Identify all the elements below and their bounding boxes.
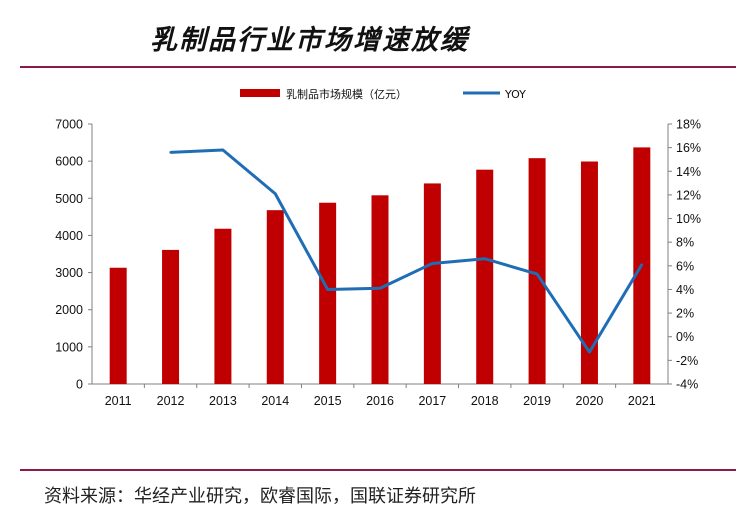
left-tick-label: 6000 (55, 155, 83, 169)
yoy-point (640, 263, 644, 266)
chart-title: 乳制品行业市场增速放缓 (150, 25, 469, 56)
yoy-point (431, 262, 434, 265)
bar (109, 267, 127, 384)
x-tick-label: 2021 (628, 394, 656, 408)
yoy-point (221, 148, 225, 152)
x-tick-label: 2016 (366, 394, 394, 408)
yoy-point (274, 192, 277, 195)
yoy-point (169, 151, 172, 154)
right-tick-label: 14% (676, 165, 701, 179)
x-tick-label: 2013 (209, 394, 237, 408)
left-tick-label: 1000 (55, 340, 83, 354)
right-tick-label: -4% (676, 378, 698, 392)
left-axis-ticks: 0 1000 2000 3000 4000 5000 6000 7000 (55, 118, 92, 392)
bar (162, 249, 180, 384)
bars (109, 147, 651, 384)
right-tick-label: 16% (676, 141, 701, 155)
x-tick-label: 2020 (576, 394, 604, 408)
right-tick-label: 6% (676, 259, 694, 273)
bar (266, 210, 284, 384)
yoy-point (378, 287, 382, 290)
right-tick-label: 2% (676, 307, 694, 321)
left-tick-label: 4000 (55, 229, 83, 243)
legend: 乳制品市场规模（亿元） YOY (240, 87, 526, 101)
left-tick-label: 2000 (55, 303, 83, 317)
x-tick-label: 2019 (523, 394, 551, 408)
right-tick-label: 0% (676, 330, 694, 344)
yoy-line (170, 148, 644, 354)
yoy-line-group (169, 148, 644, 354)
chart: 乳制品市场规模（亿元） YOY 2011 2012 2013 2014 2015 2016… (55, 87, 701, 408)
left-tick-label: 7000 (55, 118, 83, 132)
x-tick-label: 2017 (418, 394, 446, 408)
bar (423, 183, 441, 384)
x-tick-label: 2018 (471, 394, 499, 408)
yoy-point (535, 272, 539, 276)
legend-bar-label: 乳制品市场规模（亿元） (286, 87, 407, 101)
right-tick-label: 8% (676, 236, 694, 250)
right-tick-label: 10% (676, 212, 701, 226)
bar (580, 161, 598, 384)
x-tick-label: 2012 (157, 394, 185, 408)
yoy-point (326, 288, 329, 291)
right-axis-ticks: -4% -2% 0% 2% 4% 6% 8% 10% 12% 14% 16% 18% (668, 118, 701, 392)
legend-line-label: YOY (504, 88, 526, 101)
right-tick-label: 4% (676, 283, 694, 297)
bar (214, 228, 232, 384)
top-divider (20, 66, 736, 68)
left-tick-label: 3000 (55, 266, 83, 280)
yoy-point (483, 257, 486, 260)
x-tick-label: 2011 (105, 394, 132, 408)
bar (476, 169, 494, 384)
yoy-point (588, 350, 591, 354)
bar (319, 202, 337, 384)
bar (528, 158, 546, 384)
bottom-divider (20, 469, 736, 471)
left-tick-label: 5000 (55, 192, 83, 206)
legend-bar-swatch (240, 89, 280, 97)
right-tick-label: -2% (676, 354, 698, 368)
x-tick-label: 2015 (314, 394, 342, 408)
x-axis-ticks: 2011 2012 2013 2014 2015 2016 2017 2018 2019 2020… (105, 384, 656, 408)
right-tick-label: 12% (676, 188, 701, 202)
right-tick-label: 18% (676, 118, 701, 132)
x-tick-label: 2014 (261, 394, 289, 408)
left-tick-label: 0 (76, 378, 83, 392)
source-note: 资料来源：华经产业研究，欧睿国际，国联证券研究所 (44, 486, 476, 507)
